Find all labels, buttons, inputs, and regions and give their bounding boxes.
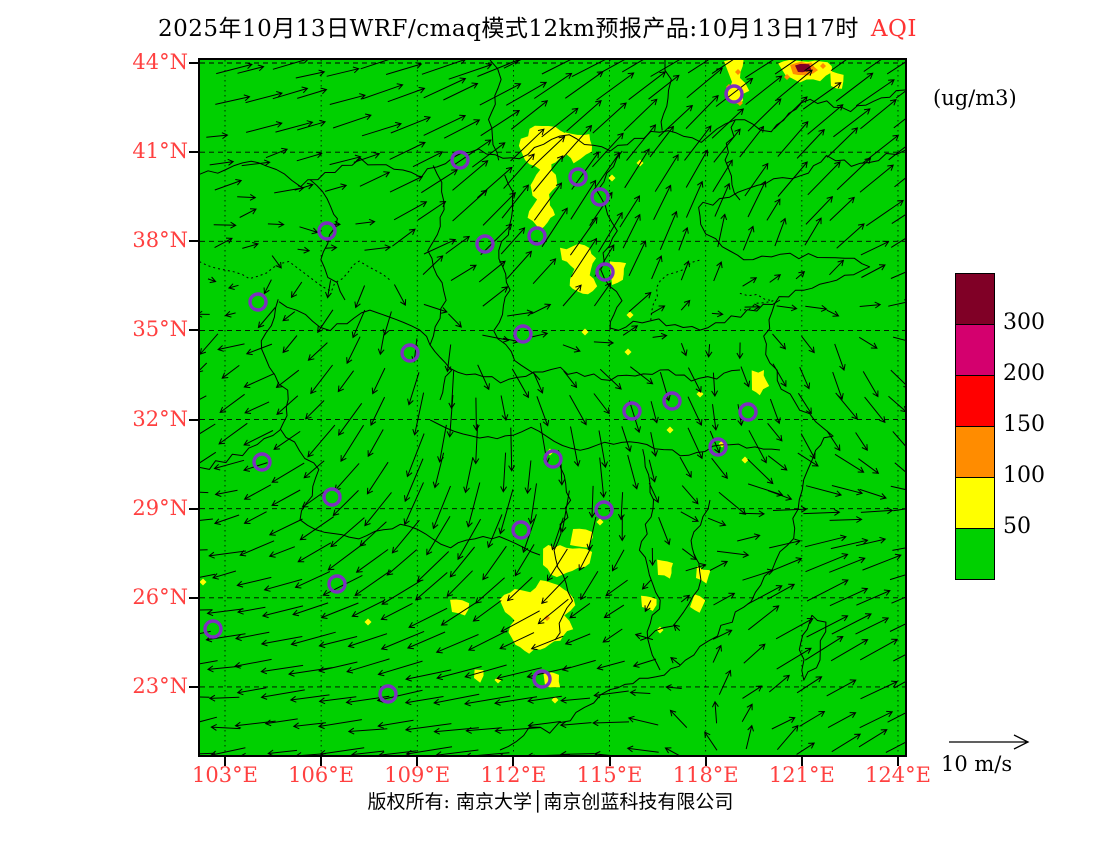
map-boundaries: [200, 60, 905, 751]
city-marker: [532, 669, 552, 689]
copyright-footer: 版权所有: 南京大学│南京创蓝科技有限公司: [367, 791, 734, 813]
colorbar: [955, 273, 995, 580]
city-marker: [568, 167, 588, 187]
city-marker: [248, 292, 268, 312]
lat-tick-mark: [189, 329, 198, 332]
aqi-maroon-patches: [795, 64, 812, 73]
wind-vectors: [200, 60, 905, 755]
units-label: (ug/m3): [933, 86, 1017, 110]
lon-tick-label: 112°E: [480, 763, 547, 787]
city-marker: [527, 226, 547, 246]
city-marker: [513, 324, 533, 344]
lat-tick-label: 32°N: [132, 406, 188, 431]
lon-tick-label: 124°E: [865, 763, 931, 787]
lat-tick-mark: [189, 151, 198, 154]
city-marker: [327, 574, 347, 594]
colorbar-segment: [956, 274, 994, 325]
lat-tick-mark: [189, 62, 198, 64]
city-marker: [662, 391, 682, 411]
lat-tick-label: 44°N: [132, 50, 188, 74]
city-marker: [322, 487, 342, 507]
colorbar-segment: [956, 427, 994, 478]
lon-tick-label: 103°E: [192, 763, 258, 787]
city-marker: [543, 449, 563, 469]
city-marker: [252, 452, 272, 472]
lon-tick-mark: [320, 757, 323, 766]
colorbar-value-label: 150: [1003, 412, 1045, 437]
colorbar-value-label: 200: [1003, 361, 1045, 386]
lon-tick-mark: [512, 757, 515, 766]
city-marker: [378, 684, 398, 704]
wind-scale-label: 10 m/s: [941, 752, 1013, 776]
lon-tick-label: 115°E: [576, 763, 643, 787]
lat-tick-label: 38°N: [132, 228, 188, 253]
city-marker: [738, 402, 758, 422]
lon-tick-label: 118°E: [672, 763, 739, 787]
plot-title-text: 2025年10月13日WRF/cmaq模式12km预报产品:10月13日17时: [158, 16, 859, 42]
lat-tick-mark: [189, 685, 198, 688]
city-marker: [475, 234, 495, 254]
colorbar-segment: [956, 325, 994, 376]
lat-tick-label: 41°N: [132, 139, 188, 164]
lon-tick-label: 121°E: [768, 763, 835, 787]
city-marker: [317, 221, 337, 241]
city-markers: [203, 84, 758, 704]
colorbar-value-label: 50: [1003, 514, 1031, 539]
lon-tick-label: 106°E: [288, 763, 355, 787]
colorbar-value-label: 300: [1003, 310, 1045, 335]
lon-tick-mark: [416, 757, 419, 766]
city-marker: [400, 343, 420, 363]
lon-tick-mark: [704, 757, 707, 766]
city-marker: [590, 187, 610, 207]
lat-tick-label: 23°N: [132, 673, 188, 698]
map-area: [198, 58, 907, 757]
lat-tick-label: 35°N: [132, 317, 188, 342]
map-canvas: [200, 60, 905, 755]
lat-tick-label: 26°N: [132, 584, 188, 609]
plot-title: 2025年10月13日WRF/cmaq模式12km预报产品:10月13日17时 A…: [150, 9, 925, 43]
colorbar-segment: [956, 478, 994, 529]
lon-tick-mark: [800, 757, 803, 766]
wind-scale-arrow-icon: [949, 734, 1030, 750]
city-marker: [511, 520, 531, 540]
city-marker: [622, 401, 642, 421]
colorbar-segment: [956, 529, 994, 579]
colorbar-value-label: 100: [1003, 463, 1045, 488]
city-marker: [450, 150, 470, 170]
city-marker: [724, 84, 744, 104]
lon-tick-mark: [224, 757, 226, 766]
lon-tick-mark: [608, 757, 611, 766]
grid-lines: [200, 60, 905, 755]
colorbar-segment: [956, 376, 994, 427]
city-marker: [708, 437, 728, 457]
plot-title-variable: AQI: [870, 16, 917, 42]
lon-tick-label: 109°E: [384, 763, 451, 787]
lat-tick-mark: [189, 240, 198, 243]
lat-tick-mark: [189, 418, 198, 421]
city-marker: [594, 500, 614, 520]
city-marker: [595, 262, 615, 282]
lat-tick-mark: [189, 507, 198, 510]
lat-tick-mark: [189, 596, 198, 599]
lat-tick-label: 29°N: [132, 495, 188, 520]
lon-tick-mark: [896, 757, 899, 766]
city-marker: [203, 619, 223, 639]
